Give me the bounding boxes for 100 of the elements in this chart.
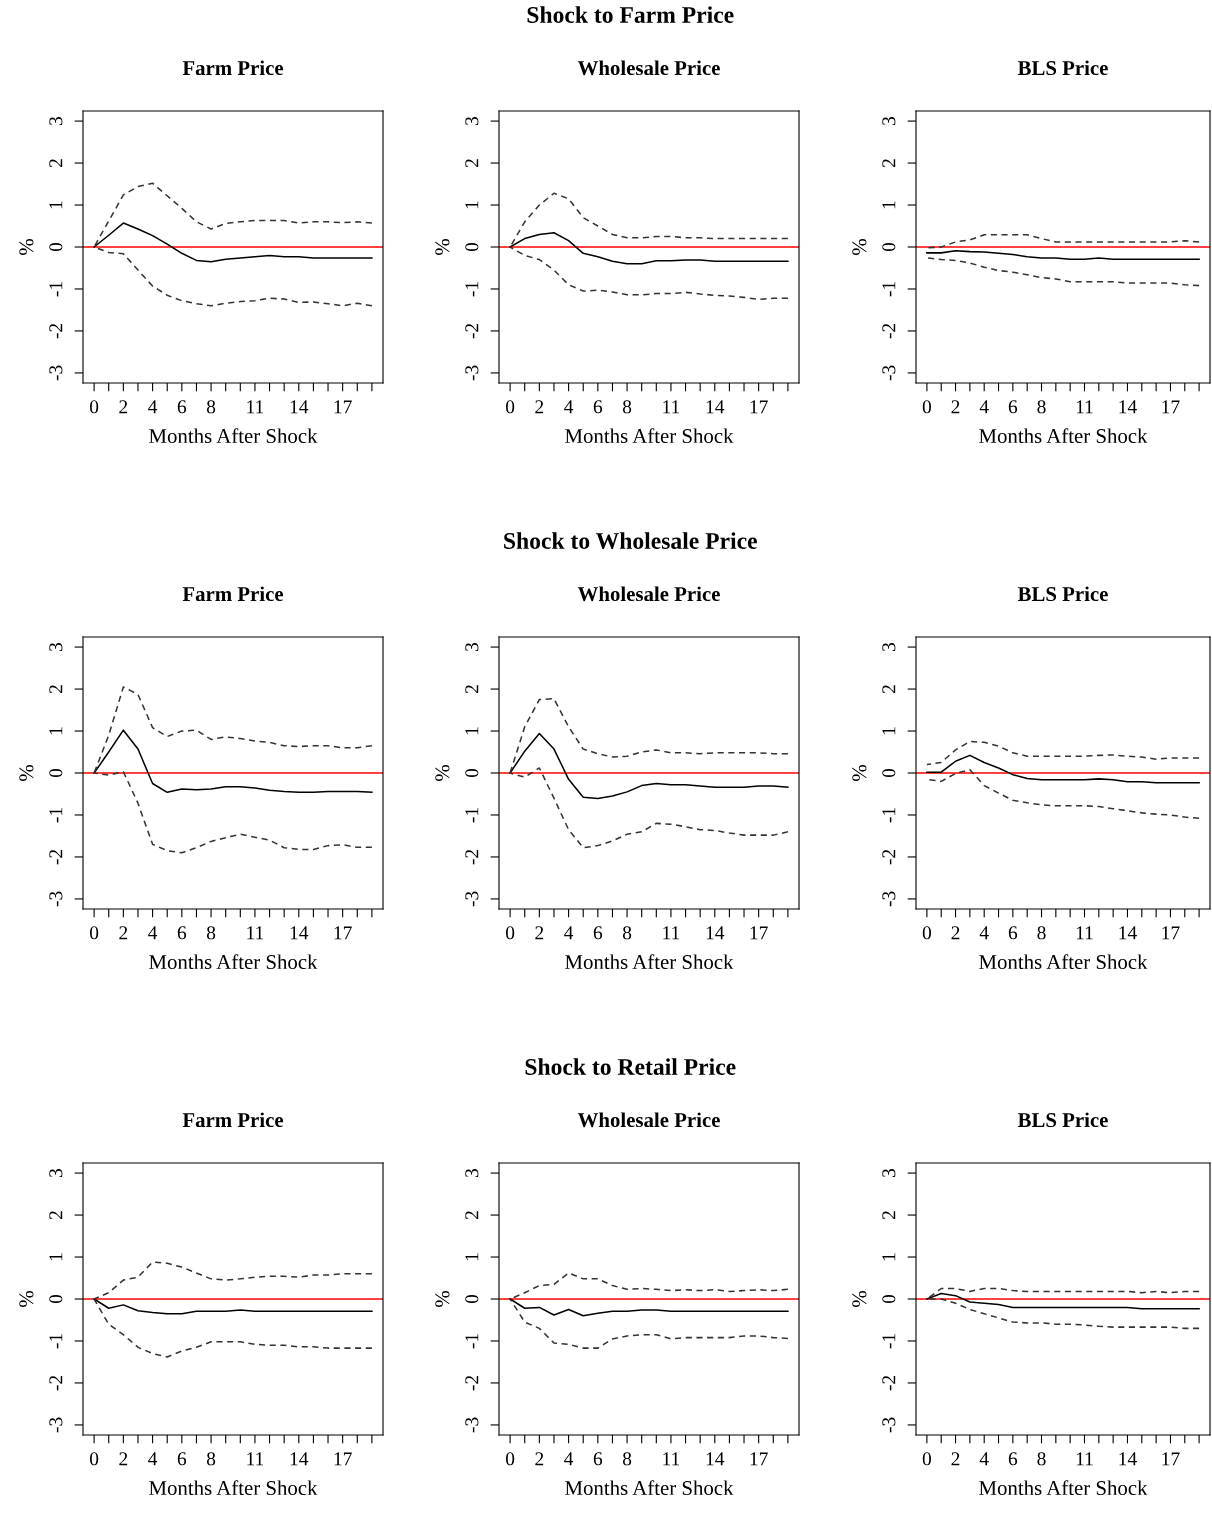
y-tick-label: 2 xyxy=(49,1211,63,1220)
x-tick-label: 2 xyxy=(951,1452,960,1466)
x-tick-label: 11 xyxy=(247,400,264,414)
y-tick-label: -3 xyxy=(882,1417,896,1433)
chart-title: Farm Price xyxy=(182,60,284,76)
y-tick-label: 1 xyxy=(49,1253,63,1261)
x-tick-label: 4 xyxy=(148,400,158,414)
y-tick-label: 1 xyxy=(49,727,63,735)
y-tick-label: 3 xyxy=(465,642,479,652)
x-tick-label: 8 xyxy=(622,926,632,940)
x-tick-label: 17 xyxy=(750,1452,768,1466)
x-tick-label: 8 xyxy=(622,1452,632,1466)
x-tick-label: 17 xyxy=(1162,1452,1180,1466)
y-tick-label: -3 xyxy=(465,365,479,381)
x-tick-label: 2 xyxy=(119,1452,128,1466)
chart-title: Wholesale Price xyxy=(577,60,720,76)
y-tick-label: 0 xyxy=(882,242,896,252)
y-tick-label: 0 xyxy=(882,768,896,778)
x-tick-label: 11 xyxy=(1076,400,1093,414)
x-tick-label: 14 xyxy=(290,400,309,414)
x-tick-label: 8 xyxy=(206,1452,216,1466)
x-tick-label: 6 xyxy=(177,400,187,414)
x-tick-label: 0 xyxy=(89,1452,99,1466)
y-tick-label: -3 xyxy=(882,891,896,907)
x-tick-label: 17 xyxy=(334,926,352,940)
x-tick-label: 14 xyxy=(706,1452,725,1466)
y-tick-label: -1 xyxy=(465,282,479,297)
x-tick-label: 6 xyxy=(1008,400,1018,414)
y-axis-title: % xyxy=(435,1291,450,1307)
x-tick-label: 2 xyxy=(119,400,128,414)
x-tick-label: 17 xyxy=(1162,926,1180,940)
x-tick-label: 8 xyxy=(1037,1452,1046,1466)
chart-title: Wholesale Price xyxy=(577,586,720,602)
chart-title: Farm Price xyxy=(182,586,284,602)
y-tick-label: -2 xyxy=(882,1375,896,1391)
y-tick-label: -2 xyxy=(49,1375,63,1391)
x-tick-label: 17 xyxy=(750,400,768,414)
y-tick-label: 0 xyxy=(465,242,479,252)
y-tick-label: 1 xyxy=(465,201,479,209)
y-tick-label: 2 xyxy=(49,159,63,168)
x-tick-label: 11 xyxy=(663,400,680,414)
y-tick-label: -3 xyxy=(49,365,63,381)
y-tick-label: 0 xyxy=(49,242,63,252)
y-axis-title: % xyxy=(435,239,450,255)
x-tick-label: 6 xyxy=(177,1452,187,1466)
x-tick-label: 2 xyxy=(535,926,544,940)
x-tick-label: 4 xyxy=(148,926,158,940)
y-tick-label: -2 xyxy=(465,849,479,865)
y-tick-label: 3 xyxy=(465,1168,479,1178)
x-tick-label: 11 xyxy=(663,926,680,940)
x-tick-label: 2 xyxy=(119,926,128,940)
y-tick-label: 2 xyxy=(465,159,479,168)
y-tick-label: -1 xyxy=(49,1334,63,1349)
y-axis-title: % xyxy=(852,239,867,255)
y-tick-label: -1 xyxy=(49,282,63,297)
y-axis-title: % xyxy=(852,1291,867,1307)
y-tick-label: 3 xyxy=(49,642,63,652)
x-tick-label: 11 xyxy=(1076,1452,1093,1466)
y-tick-label: 3 xyxy=(882,1168,896,1178)
y-tick-label: 1 xyxy=(49,201,63,209)
x-tick-label: 4 xyxy=(564,1452,574,1466)
y-tick-label: -2 xyxy=(465,323,479,339)
y-tick-label: -3 xyxy=(465,891,479,907)
y-tick-label: -2 xyxy=(465,1375,479,1391)
text: Shock to Wholesale Price xyxy=(504,532,757,550)
x-tick-label: 2 xyxy=(951,926,960,940)
y-tick-label: -3 xyxy=(882,365,896,381)
x-tick-label: 8 xyxy=(622,400,632,414)
x-tick-label: 4 xyxy=(564,400,574,414)
y-axis-title: % xyxy=(19,765,34,781)
x-axis-title: Months After Shock xyxy=(565,954,734,970)
x-tick-label: 8 xyxy=(206,400,216,414)
y-tick-label: 1 xyxy=(882,1253,896,1261)
x-tick-label: 0 xyxy=(89,400,99,414)
y-tick-label: 0 xyxy=(882,1294,896,1304)
x-tick-label: 8 xyxy=(1037,926,1046,940)
chart-title: Farm Price xyxy=(182,1112,284,1128)
x-tick-label: 11 xyxy=(663,1452,680,1466)
x-tick-label: 6 xyxy=(593,400,603,414)
y-tick-label: 3 xyxy=(882,642,896,652)
y-tick-label: -2 xyxy=(882,849,896,865)
y-tick-label: 2 xyxy=(882,159,896,168)
y-tick-label: -3 xyxy=(465,1417,479,1433)
x-tick-label: 17 xyxy=(334,1452,352,1466)
y-tick-label: 3 xyxy=(465,116,479,126)
text: Shock to Retail Price xyxy=(525,1058,736,1075)
y-axis-title: % xyxy=(19,1291,34,1307)
x-axis-title: Months After Shock xyxy=(565,428,734,444)
x-tick-label: 0 xyxy=(505,400,515,414)
y-tick-label: -3 xyxy=(49,1417,63,1433)
x-axis-title: Months After Shock xyxy=(149,1480,318,1496)
x-tick-label: 0 xyxy=(922,1452,932,1466)
x-tick-label: 14 xyxy=(1119,926,1137,940)
y-tick-label: 3 xyxy=(882,116,896,126)
x-tick-label: 11 xyxy=(247,1452,264,1466)
y-tick-label: -1 xyxy=(882,282,896,297)
y-tick-label: 1 xyxy=(465,727,479,735)
y-tick-label: 2 xyxy=(465,1211,479,1220)
x-tick-label: 0 xyxy=(505,1452,515,1466)
text: Shock to Farm Price xyxy=(527,6,734,23)
